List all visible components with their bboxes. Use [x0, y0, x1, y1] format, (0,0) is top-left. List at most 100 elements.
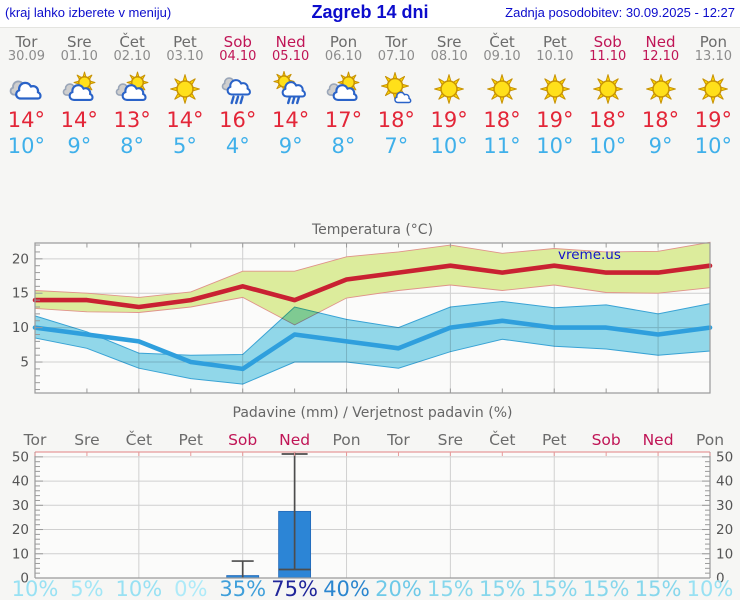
day-date: 01.10 [60, 49, 98, 64]
precip-day-label: Sre [438, 431, 463, 449]
day-column-3[interactable]: Čet 02.10 13° 8° [106, 28, 159, 158]
low-temp: 8° [120, 134, 145, 158]
high-temp: 14° [60, 108, 98, 132]
day-name: Pon [329, 33, 358, 51]
last-update-text: Zadnja posodobitev: 30.09.2025 - 12:27 [505, 5, 735, 20]
precip-probability-label: 5% [70, 577, 103, 600]
precip-probability-label: 10% [116, 577, 163, 600]
high-temp: 18° [589, 108, 627, 132]
day-column-12[interactable]: Sob 11.10 18° 10° [581, 28, 634, 158]
low-temp: 9° [67, 134, 92, 158]
partly-icon [115, 71, 149, 101]
day-name: Tor [15, 33, 38, 51]
precip-day-label: Tor [386, 431, 410, 449]
precip-probability-label: 10% [12, 577, 59, 600]
high-temp: 18° [641, 108, 680, 132]
high-temp: 14° [7, 108, 46, 132]
precip-day-label: Tor [23, 431, 47, 449]
day-column-10[interactable]: Čet 09.10 18° 11° [476, 28, 529, 158]
sunny-icon [434, 74, 465, 104]
low-temp: 5° [173, 134, 197, 158]
high-temp: 13° [113, 108, 151, 132]
temp-ytick-label: 10 [12, 320, 29, 336]
day-date: 08.10 [430, 49, 468, 64]
precip-probability-label: 20% [375, 577, 422, 600]
day-date: 04.10 [219, 49, 257, 64]
day-column-7[interactable]: Pon 06.10 17° 8° [317, 28, 370, 158]
high-temp: 14° [166, 108, 204, 132]
low-temp: 7° [384, 134, 409, 158]
low-temp: 9° [648, 134, 673, 158]
low-temp: 4° [225, 134, 250, 158]
precip-ytick-label-right: 0 [716, 571, 725, 587]
high-temp: 19° [536, 108, 574, 132]
day-column-1[interactable]: Tor 30.09 14° 10° [0, 28, 53, 158]
day-date: 11.10 [589, 49, 627, 64]
high-temp: 18° [483, 108, 521, 132]
day-column-13[interactable]: Ned 12.10 18° 9° [634, 28, 687, 158]
day-column-11[interactable]: Pet 10.10 19° 10° [528, 28, 581, 158]
temperature-chart: 5 10 15 20 Temperatura (°C) vreme.us [12, 222, 713, 394]
cloudy-icon [10, 80, 43, 100]
low-temp: 8° [331, 134, 356, 158]
day-date: 02.10 [113, 49, 151, 64]
precip-probability-label: 35% [219, 577, 266, 600]
day-date: 13.10 [694, 49, 732, 64]
precip-ytick-label-right: 50 [716, 449, 733, 465]
day-column-8[interactable]: Tor 07.10 18° 7° [370, 28, 423, 158]
sunny-icon [698, 74, 729, 104]
precip-probability-label: 40% [323, 577, 370, 600]
day-name: Pet [543, 33, 567, 51]
low-temp: 10° [7, 134, 46, 158]
day-column-9[interactable]: Sre 08.10 19° 10° [423, 28, 476, 158]
precipitation-chart-title: Padavine (mm) / Verjetnost padavin (%) [233, 405, 513, 421]
precip-ytick-label-right: 20 [716, 522, 733, 538]
precip-whisker [231, 560, 254, 578]
max-temp-line [32, 263, 713, 310]
min-temp-line [32, 318, 713, 372]
temp-ytick-label: 20 [12, 251, 29, 267]
day-date: 03.10 [166, 49, 204, 64]
partly-icon [62, 71, 96, 101]
high-temp: 14° [272, 108, 310, 132]
precip-day-label: Ned [643, 431, 674, 449]
precip-ytick-label-right: 40 [716, 474, 733, 490]
day-column-4[interactable]: Pet 03.10 14° 5° [159, 28, 212, 158]
temperature-chart-title: Temperatura (°C) [311, 222, 433, 238]
precip-ytick-label-right: 30 [716, 498, 733, 514]
precip-day-label: Ned [279, 431, 310, 449]
day-date: 12.10 [641, 49, 680, 64]
precip-probability-label: 15% [635, 577, 682, 600]
day-column-6[interactable]: Ned 05.10 14° 9° [264, 28, 317, 158]
precip-probability-label: 15% [479, 577, 526, 600]
day-name: Sob [593, 33, 622, 51]
precip-day-label: Pon [332, 431, 360, 449]
day-name: Pon [699, 33, 727, 51]
precip-probability-label: 15% [427, 577, 474, 600]
day-date: 06.10 [324, 49, 363, 64]
sun-rain-icon [273, 71, 306, 105]
sunny-icon [645, 74, 676, 104]
low-temp: 10° [694, 134, 732, 158]
sunny-icon [539, 74, 570, 104]
day-name: Sre [436, 33, 462, 51]
day-name: Ned [275, 33, 306, 51]
low-temp: 10° [536, 134, 574, 158]
low-temp: 10° [430, 134, 468, 158]
day-column-14[interactable]: Pon 13.10 19° 10° [687, 28, 740, 158]
precip-ytick-label-left: 0 [20, 571, 29, 587]
precip-probability-label: 75% [271, 577, 318, 600]
day-column-2[interactable]: Sre 01.10 14° 9° [53, 28, 106, 158]
page-header: (kraj lahko izberete v meniju) Zagreb 14… [0, 0, 740, 28]
precip-ytick-label-left: 20 [12, 522, 29, 538]
precip-probability-label: 10% [687, 577, 734, 600]
day-column-5[interactable]: Sob 04.10 16° 4° [211, 28, 264, 158]
high-temp: 19° [430, 108, 468, 132]
rain-icon [221, 77, 251, 105]
vreme-watermark-link[interactable]: vreme.us [558, 247, 621, 263]
high-temp: 19° [694, 108, 732, 132]
sunny-icon [592, 74, 623, 104]
precip-probability-label: 0% [174, 577, 207, 600]
precip-probability-label: 15% [531, 577, 578, 600]
precip-day-label: Pon [696, 431, 724, 449]
